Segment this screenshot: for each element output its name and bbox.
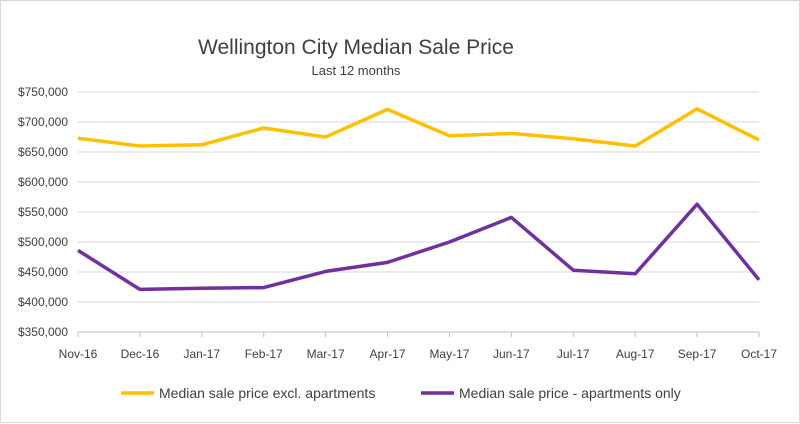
x-tick-label: Jun-17 xyxy=(493,347,530,361)
y-axis: $350,000 $400,000 $450,000 $500,000 $550,000… xyxy=(18,85,68,339)
chart-subtitle: Last 12 months xyxy=(312,63,401,78)
legend-label-2: Median sale price - apartments only xyxy=(459,385,681,401)
y-tick-label: $350,000 xyxy=(18,325,68,339)
x-tick-label: May-17 xyxy=(429,347,469,361)
x-tick-label: Oct-17 xyxy=(741,347,777,361)
gridlines xyxy=(78,91,759,333)
x-tick-label: Sep-17 xyxy=(678,347,717,361)
chart-title: Wellington City Median Sale Price xyxy=(198,36,514,59)
x-tick-label: Jul-17 xyxy=(557,347,590,361)
y-tick-label: $500,000 xyxy=(18,235,68,249)
legend: Median sale price excl. apartments Median… xyxy=(121,385,681,401)
series-lines xyxy=(77,107,761,292)
y-tick-label: $550,000 xyxy=(18,205,68,219)
x-tick-label: Dec-16 xyxy=(121,347,160,361)
x-tick-label: Nov-16 xyxy=(59,347,98,361)
y-tick-label: $450,000 xyxy=(18,265,68,279)
x-axis: Nov-16 Dec-16 Jan-17 Feb-17 Mar-17 Apr-17 May-… xyxy=(59,332,777,361)
series-line-1 xyxy=(77,107,760,148)
x-tick-label: Feb-17 xyxy=(245,347,283,361)
legend-label-1: Median sale price excl. apartments xyxy=(159,385,375,401)
y-tick-label: $700,000 xyxy=(18,115,68,129)
x-tick-label: Apr-17 xyxy=(370,347,406,361)
y-tick-label: $650,000 xyxy=(18,145,68,159)
y-tick-label: $750,000 xyxy=(18,85,68,99)
x-tick-label: Jan-17 xyxy=(183,347,220,361)
y-tick-label: $600,000 xyxy=(18,175,68,189)
series-line-2 xyxy=(77,202,761,292)
x-tick-label: Mar-17 xyxy=(307,347,345,361)
x-tick-label: Aug-17 xyxy=(616,347,655,361)
y-tick-label: $400,000 xyxy=(18,295,68,309)
